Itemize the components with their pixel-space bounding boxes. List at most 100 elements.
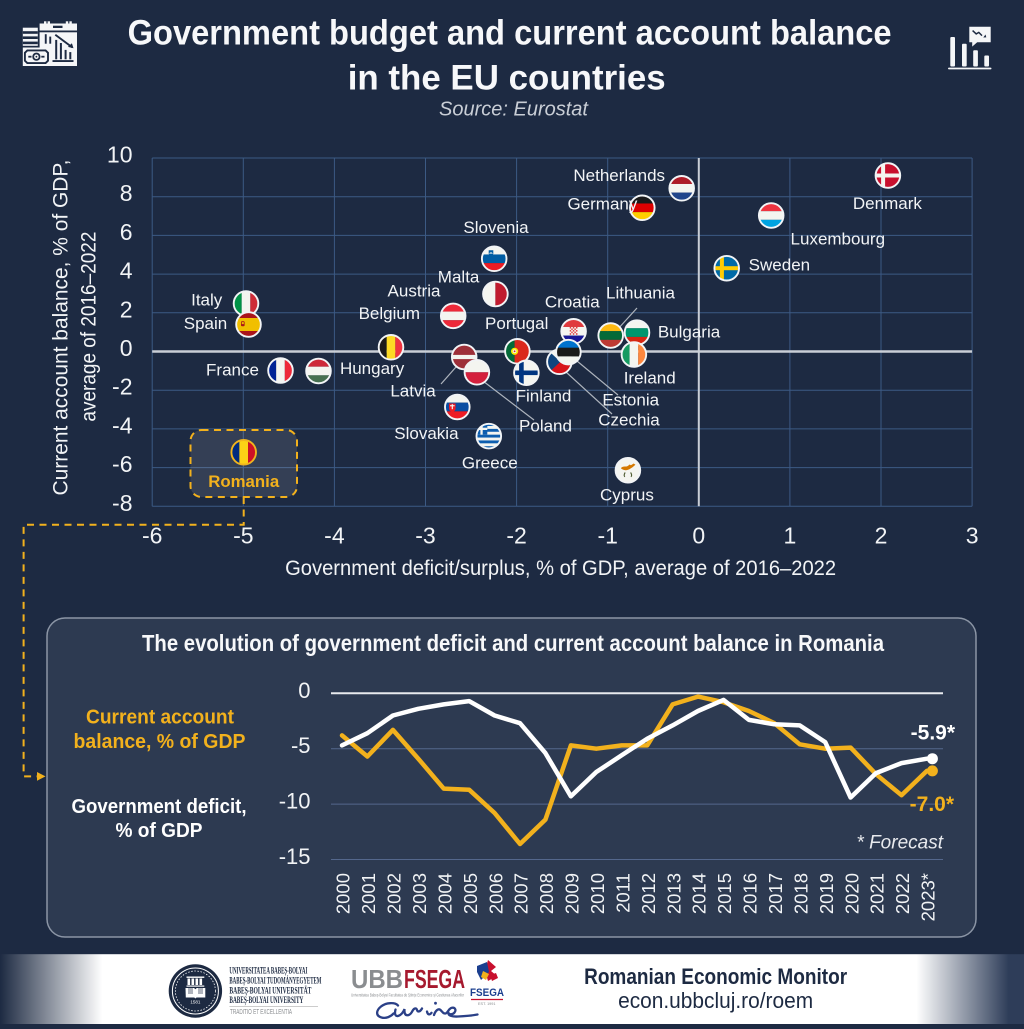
svg-text:Government deficit/surplus, %: Government deficit/surplus, % of GDP, av… [285, 557, 836, 580]
svg-text:1581: 1581 [190, 1000, 201, 1005]
svg-text:2001: 2001 [358, 873, 379, 914]
svg-text:2: 2 [875, 523, 888, 549]
svg-text:2018: 2018 [790, 873, 811, 914]
svg-text:EST. 1991: EST. 1991 [478, 1002, 496, 1006]
svg-text:Netherlands: Netherlands [573, 166, 665, 185]
svg-text:0: 0 [120, 335, 133, 361]
svg-text:2000: 2000 [333, 873, 354, 914]
svg-text:Slovakia: Slovakia [394, 424, 459, 443]
svg-text:in the EU countries: in the EU countries [348, 59, 666, 98]
svg-text:2020: 2020 [841, 873, 862, 914]
svg-text:Denmark: Denmark [853, 194, 922, 213]
svg-text:-7.0*: -7.0* [910, 793, 955, 816]
svg-text:-6: -6 [142, 523, 162, 549]
svg-text:Czechia: Czechia [598, 411, 660, 430]
svg-text:0: 0 [692, 523, 705, 549]
svg-text:FSEGA: FSEGA [470, 987, 504, 999]
svg-text:2004: 2004 [434, 873, 455, 914]
svg-text:2002: 2002 [384, 873, 405, 914]
svg-text:Current account: Current account [86, 707, 234, 729]
svg-text:2012: 2012 [638, 873, 659, 914]
svg-text:Romania: Romania [208, 472, 280, 491]
svg-text:Portugal: Portugal [485, 314, 548, 333]
svg-text:The evolution of government de: The evolution of government deficit and … [142, 630, 884, 656]
svg-text:2008: 2008 [536, 873, 557, 914]
svg-text:Lithuania: Lithuania [606, 284, 676, 303]
svg-text:BABEȘ-BOLYAI TUDOMÁNYEGYETEM: BABEȘ-BOLYAI TUDOMÁNYEGYETEM [229, 975, 321, 985]
svg-text:Latvia: Latvia [390, 382, 436, 401]
svg-text:Cyprus: Cyprus [600, 485, 654, 504]
svg-text:2023*: 2023* [918, 873, 939, 921]
svg-text:Malta: Malta [438, 267, 480, 286]
svg-text:Government deficit,: Government deficit, [72, 796, 247, 818]
svg-text:-4: -4 [324, 523, 345, 549]
svg-text:2019: 2019 [816, 873, 837, 914]
svg-text:2: 2 [120, 296, 133, 322]
svg-text:* Forecast: * Forecast [856, 833, 943, 854]
svg-text:-8: -8 [112, 490, 132, 516]
svg-text:-4: -4 [112, 412, 133, 438]
svg-text:Belgium: Belgium [359, 304, 420, 323]
svg-text:-10: -10 [279, 789, 311, 814]
svg-text:Poland: Poland [519, 417, 572, 436]
svg-text:Universitatea Babeș-Bolyai Fac: Universitatea Babeș-Bolyai Facultatea de… [351, 993, 464, 998]
svg-text:2006: 2006 [485, 873, 506, 914]
svg-text:8: 8 [120, 180, 133, 206]
svg-text:2015: 2015 [714, 873, 735, 914]
svg-text:Luxembourg: Luxembourg [791, 230, 886, 249]
svg-text:UNIVERSITATEA BABEȘ-BOLYAI: UNIVERSITATEA BABEȘ-BOLYAI [229, 966, 307, 976]
svg-text:-2: -2 [506, 523, 526, 549]
svg-text:2009: 2009 [562, 873, 583, 914]
svg-text:balance, % of GDP: balance, % of GDP [74, 731, 246, 753]
svg-text:Ireland: Ireland [624, 368, 676, 387]
svg-text:FSEGA: FSEGA [404, 964, 465, 994]
svg-text:-5: -5 [291, 733, 311, 758]
svg-text:2017: 2017 [765, 873, 786, 914]
svg-text:Croatia: Croatia [545, 293, 600, 312]
svg-text:-5: -5 [233, 523, 253, 549]
svg-text:BABEȘ-BOLYAI UNIVERSITÄT: BABEȘ-BOLYAI UNIVERSITÄT [229, 985, 311, 995]
svg-text:Government budget and current: Government budget and current account ba… [128, 13, 892, 52]
svg-text:BABEȘ-BOLYAI UNIVERSITY: BABEȘ-BOLYAI UNIVERSITY [229, 995, 303, 1005]
svg-text:Greece: Greece [462, 454, 518, 473]
svg-text:Finland: Finland [516, 387, 572, 406]
svg-text:-3: -3 [415, 523, 435, 549]
svg-text:Italy: Italy [191, 291, 223, 310]
svg-text:2022: 2022 [892, 873, 913, 914]
svg-text:6: 6 [120, 219, 133, 245]
svg-text:-1: -1 [597, 523, 617, 549]
svg-text:Romanian Economic Monitor: Romanian Economic Monitor [584, 964, 847, 989]
svg-text:average of 2016–2022: average of 2016–2022 [77, 232, 101, 422]
svg-text:2014: 2014 [689, 873, 710, 914]
svg-text:0: 0 [298, 678, 310, 703]
svg-text:% of GDP: % of GDP [116, 820, 203, 842]
svg-text:3: 3 [966, 523, 979, 549]
svg-text:Spain: Spain [184, 314, 227, 333]
svg-text:Sweden: Sweden [749, 256, 810, 275]
svg-text:-5.9*: -5.9* [911, 722, 956, 745]
svg-text:-6: -6 [112, 451, 132, 477]
svg-text:Source: Eurostat: Source: Eurostat [439, 99, 589, 121]
svg-text:Estonia: Estonia [602, 390, 659, 409]
svg-text:Slovenia: Slovenia [463, 218, 529, 237]
svg-text:-2: -2 [112, 374, 132, 400]
svg-text:Hungary: Hungary [340, 359, 405, 378]
svg-text:2003: 2003 [409, 873, 430, 914]
svg-text:2007: 2007 [511, 873, 532, 914]
svg-text:4: 4 [120, 258, 133, 284]
svg-text:TRADITIO ET EXCELLENTIA: TRADITIO ET EXCELLENTIA [230, 1009, 292, 1016]
svg-text:2011: 2011 [612, 873, 633, 913]
svg-text:Current account balance, % of: Current account balance, % of GDP, [49, 160, 73, 496]
svg-text:1: 1 [784, 523, 797, 549]
svg-text:2010: 2010 [587, 873, 608, 914]
svg-text:2005: 2005 [460, 873, 481, 914]
svg-text:2021: 2021 [867, 873, 888, 914]
svg-text:Austria: Austria [388, 282, 441, 301]
svg-text:Bulgaria: Bulgaria [658, 323, 721, 342]
svg-text:2016: 2016 [740, 873, 761, 914]
svg-text:-15: -15 [279, 844, 311, 869]
svg-text:econ.ubbcluj.ro/roem: econ.ubbcluj.ro/roem [618, 988, 813, 1013]
svg-text:UBB: UBB [351, 964, 403, 994]
svg-text:2013: 2013 [663, 873, 684, 914]
svg-text:Germany: Germany [567, 195, 637, 214]
